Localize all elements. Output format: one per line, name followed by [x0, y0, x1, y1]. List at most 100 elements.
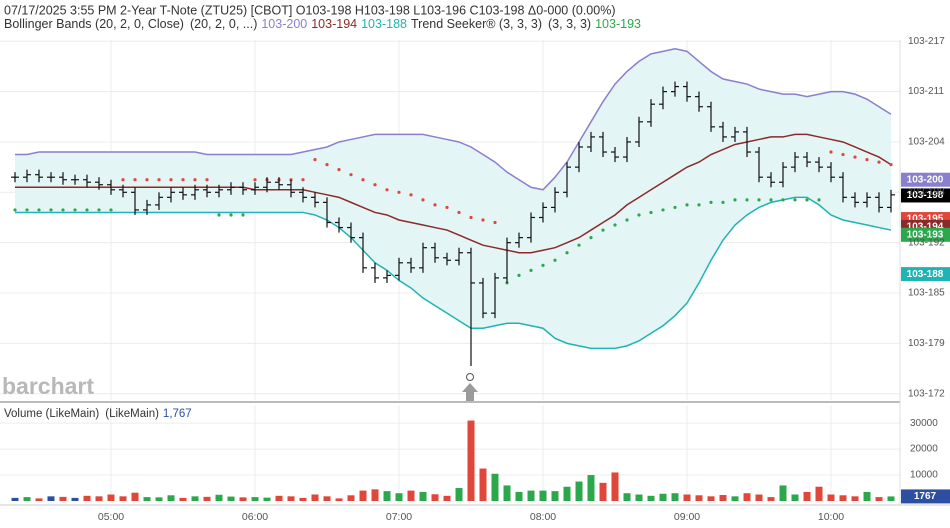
volume-bars: [11, 420, 895, 501]
price-tag: [901, 227, 950, 242]
x-tick-label: 10:00: [818, 511, 844, 523]
volume-bar: [767, 497, 775, 501]
volume-bar: [359, 490, 367, 501]
trend-dot: [601, 228, 605, 232]
price-bars: [11, 81, 895, 367]
volume-bar: [347, 495, 355, 501]
trend-dot: [553, 258, 557, 262]
volume-bar: [263, 497, 271, 501]
trend-dot: [469, 215, 473, 220]
trend-dot: [493, 220, 497, 225]
trend-dot: [565, 251, 569, 255]
trend-dot: [685, 203, 689, 207]
volume-bar: [299, 497, 307, 501]
volume-bar: [839, 495, 847, 501]
trend-dot: [697, 203, 701, 207]
volume-bar: [827, 494, 835, 501]
trend-dot: [853, 155, 857, 159]
trend-dot: [241, 213, 245, 217]
volume-bar: [443, 495, 451, 501]
low-marker: [462, 373, 478, 401]
volume-label: Volume (LikeMain): [4, 408, 99, 420]
y-tick-label: 103-192: [908, 237, 945, 248]
trend-label: Trend Seeker® (3, 3, 3): [411, 17, 542, 31]
price-tag-label: 103-194: [907, 222, 944, 233]
volume-bar: [599, 482, 607, 501]
volume-bar: [35, 498, 43, 501]
trend-dot: [817, 198, 821, 202]
trend-dot: [613, 223, 617, 227]
trend-dot: [169, 178, 173, 182]
volume-params: (LikeMain): [105, 408, 159, 420]
volume-bar: [11, 497, 19, 501]
trend-dot: [325, 163, 329, 167]
volume-bar: [671, 493, 679, 501]
bollinger-upper: [15, 48, 892, 191]
trend-dot: [409, 193, 413, 197]
trend-dot: [649, 210, 653, 215]
x-tick-label: 09:00: [674, 511, 700, 523]
volume-bar: [227, 496, 235, 501]
trend-dot: [457, 210, 461, 215]
trend-dot: [361, 178, 365, 182]
volume-bar: [863, 491, 871, 501]
trend-dot: [733, 198, 737, 202]
trend-dot: [625, 218, 629, 222]
trend-dot: [133, 178, 137, 182]
volume-bar: [479, 468, 487, 501]
y-tick-label: 103-217: [908, 36, 945, 47]
volume-bar: [323, 496, 331, 501]
volume-bar: [59, 496, 67, 501]
volume-bar: [179, 497, 187, 501]
trend-dot: [481, 218, 485, 222]
volume-bar: [515, 491, 523, 501]
volume-bar: [239, 497, 247, 501]
volume-bar: [647, 495, 655, 501]
volume-tick-label: 10000: [910, 470, 938, 481]
volume-bar: [215, 494, 223, 501]
trend-dot: [121, 178, 125, 182]
trend-dot: [349, 173, 353, 177]
volume-bar: [575, 481, 583, 501]
trend-dot: [793, 198, 797, 202]
x-tick-label: 06:00: [242, 511, 268, 523]
trend-dot: [337, 168, 341, 172]
trend-dot: [829, 150, 833, 154]
volume-bar: [311, 494, 319, 501]
trend-dot: [229, 213, 233, 217]
volume-bar: [395, 493, 403, 501]
volume-tag: [901, 489, 950, 504]
volume-bar: [275, 495, 283, 501]
trend-dot: [745, 198, 749, 202]
trend-dot: [301, 178, 305, 182]
volume-bar: [887, 496, 895, 501]
trend-dot: [157, 178, 161, 182]
volume-bar: [251, 497, 259, 501]
trend-dot: [841, 152, 845, 157]
trend-dot: [889, 163, 893, 167]
trend-params: (3, 3, 3): [548, 17, 591, 31]
price-tag-label: 103-195: [907, 214, 944, 225]
trend-dot: [709, 200, 713, 204]
volume-bar: [539, 490, 547, 501]
trend-dot: [517, 273, 521, 277]
volume-tick-label: 30000: [910, 418, 938, 429]
volume-bar: [707, 496, 715, 501]
bb-params: (20, 2, 0, ...): [190, 17, 257, 31]
volume-bar: [95, 496, 103, 501]
trend-dot: [205, 178, 209, 182]
trend-dot: [673, 205, 677, 210]
x-tick-label: 05:00: [98, 511, 124, 523]
volume-bar: [47, 496, 55, 501]
trend-dot: [865, 157, 869, 162]
trend-dot: [637, 213, 641, 217]
volume-bar: [815, 486, 823, 501]
trend-dot: [721, 200, 725, 204]
bands: [13, 48, 893, 350]
trend-dot: [97, 208, 101, 212]
trend-dot: [877, 160, 881, 164]
trend-dot: [253, 178, 257, 182]
trend-dot: [577, 243, 581, 247]
price-tag: [901, 172, 950, 187]
